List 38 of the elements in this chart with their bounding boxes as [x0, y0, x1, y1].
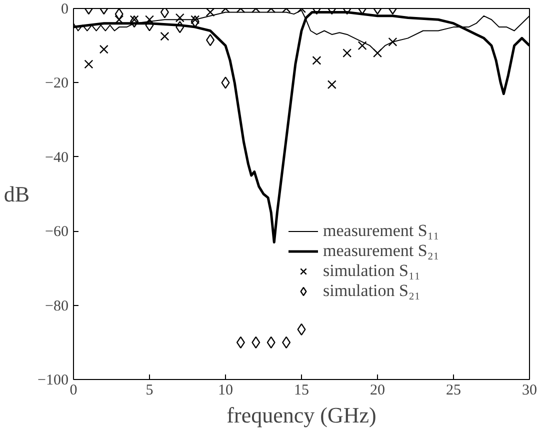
y-tick-label: −80 — [45, 298, 69, 314]
point — [206, 8, 215, 17]
point — [99, 44, 108, 54]
point — [252, 336, 260, 348]
x-tick-label: 5 — [146, 382, 154, 398]
point — [312, 56, 322, 65]
point — [342, 48, 352, 58]
point — [190, 15, 200, 24]
point — [160, 8, 169, 18]
y-axis-title: dB — [4, 182, 30, 206]
legend-label: simulation S₁₁ — [323, 261, 420, 281]
x-tick-label: 30 — [522, 382, 537, 398]
x-tick-label: 20 — [370, 382, 385, 398]
point — [236, 336, 245, 348]
point — [388, 37, 398, 46]
legend-label: measurement S₁₁ — [323, 221, 440, 241]
y-tick-label: 0 — [61, 2, 68, 18]
y-tick-label: −40 — [45, 150, 69, 166]
point — [145, 19, 154, 32]
point — [358, 41, 367, 50]
x-tick-label: 15 — [294, 382, 309, 398]
y-tick-label: −60 — [45, 224, 69, 240]
y-tick-label: −100 — [38, 372, 69, 388]
legend-label: simulation S₂₁ — [323, 281, 420, 301]
y-tick-label: −20 — [45, 76, 69, 92]
point — [160, 32, 170, 41]
point — [266, 336, 276, 348]
point — [114, 8, 124, 20]
point — [373, 48, 382, 58]
x-tick-label: 10 — [218, 382, 233, 398]
x-tick-label: 25 — [446, 382, 461, 398]
point — [282, 336, 291, 348]
point — [84, 60, 94, 69]
legend-label: measurement S₂₁ — [323, 241, 440, 261]
point — [327, 80, 336, 90]
x-axis-title: frequency (GHz) — [226, 402, 376, 428]
point — [221, 76, 230, 89]
point — [175, 13, 184, 22]
